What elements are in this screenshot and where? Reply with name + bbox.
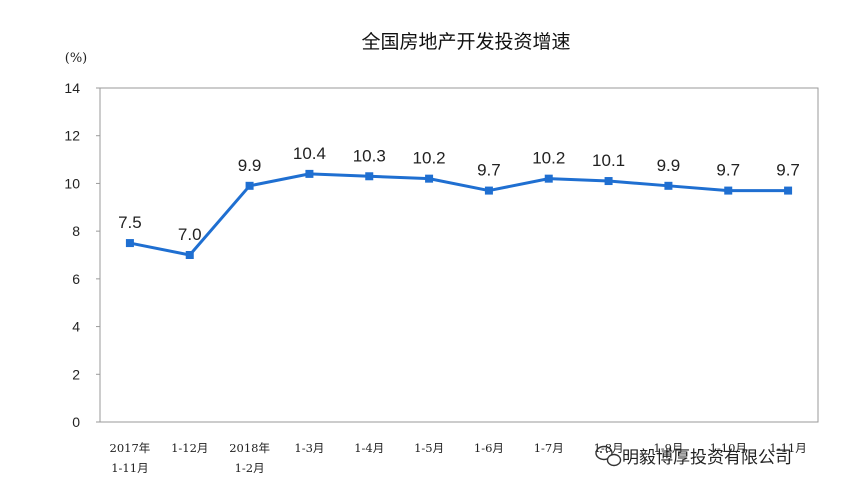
x-axis: 2017年 1-11月 1-12月 2018年 1-2月 1-3月 1-4月 1-5月 1-6月… <box>110 441 807 475</box>
data-point <box>784 186 793 195</box>
chart-title: 全国房地产开发投资增速 <box>361 31 570 53</box>
data-label: 9.7 <box>776 161 800 180</box>
x-tick-label: 1-12月 <box>171 441 208 455</box>
data-point <box>125 239 134 248</box>
data-label: 9.9 <box>657 156 681 175</box>
data-label: 10.1 <box>592 151 625 170</box>
wechat-bubble-icon <box>595 445 622 467</box>
y-tick-label: 8 <box>72 223 80 239</box>
x-tick-label: 1-9月 <box>653 441 683 455</box>
data-label: 10.2 <box>413 149 446 168</box>
data-point <box>724 186 733 195</box>
data-point <box>664 181 673 190</box>
y-tick-label: 6 <box>72 271 80 287</box>
data-point <box>185 251 194 259</box>
data-label: 10.3 <box>353 146 386 165</box>
y-tick-label: 12 <box>64 128 80 144</box>
y-tick-label: 4 <box>72 319 80 335</box>
x-tick-label: 1-10月 <box>710 441 747 455</box>
data-point <box>604 177 613 186</box>
series-line <box>129 172 789 257</box>
data-point <box>425 174 434 183</box>
x-tick-label: 1-5月 <box>414 441 444 455</box>
y-tick-label: 10 <box>64 175 80 191</box>
watermark-text: 明毅博厚投资有限公司 <box>622 448 792 468</box>
watermark: 明毅博厚投资有限公司 <box>595 445 792 468</box>
x-tick-label: 1-11月 <box>769 441 806 455</box>
data-label: 7.5 <box>118 213 142 232</box>
plot-frame <box>99 87 819 423</box>
data-label: 9.7 <box>716 161 740 180</box>
data-point <box>544 174 553 183</box>
data-label: 10.4 <box>293 144 326 163</box>
data-point <box>305 169 314 178</box>
data-label: 10.2 <box>532 149 565 168</box>
x-tick-label: 2017年 1-11月 <box>110 441 151 475</box>
x-tick-label: 2018年 1-2月 <box>229 441 270 475</box>
x-tick-label: 1-3月 <box>294 441 324 455</box>
x-tick-label: 1-7月 <box>534 441 564 455</box>
y-axis: 0 2 4 6 8 10 12 14 <box>64 80 100 430</box>
data-point <box>484 186 493 195</box>
data-label: 9.9 <box>238 156 262 175</box>
y-tick-label: 2 <box>72 366 80 382</box>
y-tick-label: 14 <box>64 80 80 96</box>
y-tick-label: 0 <box>72 414 80 430</box>
x-tick-label: 1-6月 <box>474 441 504 455</box>
data-label: 7.0 <box>178 225 202 244</box>
y-axis-unit: (%) <box>65 51 88 66</box>
data-label: 9.7 <box>477 161 501 180</box>
data-point <box>245 181 254 190</box>
data-point <box>365 172 374 181</box>
x-tick-label: 1-4月 <box>354 441 384 455</box>
series-group: 7.5 7.0 9.9 10.4 10.3 10.2 9.7 10.2 10.1 9.9 9.7 9.… <box>118 144 800 259</box>
